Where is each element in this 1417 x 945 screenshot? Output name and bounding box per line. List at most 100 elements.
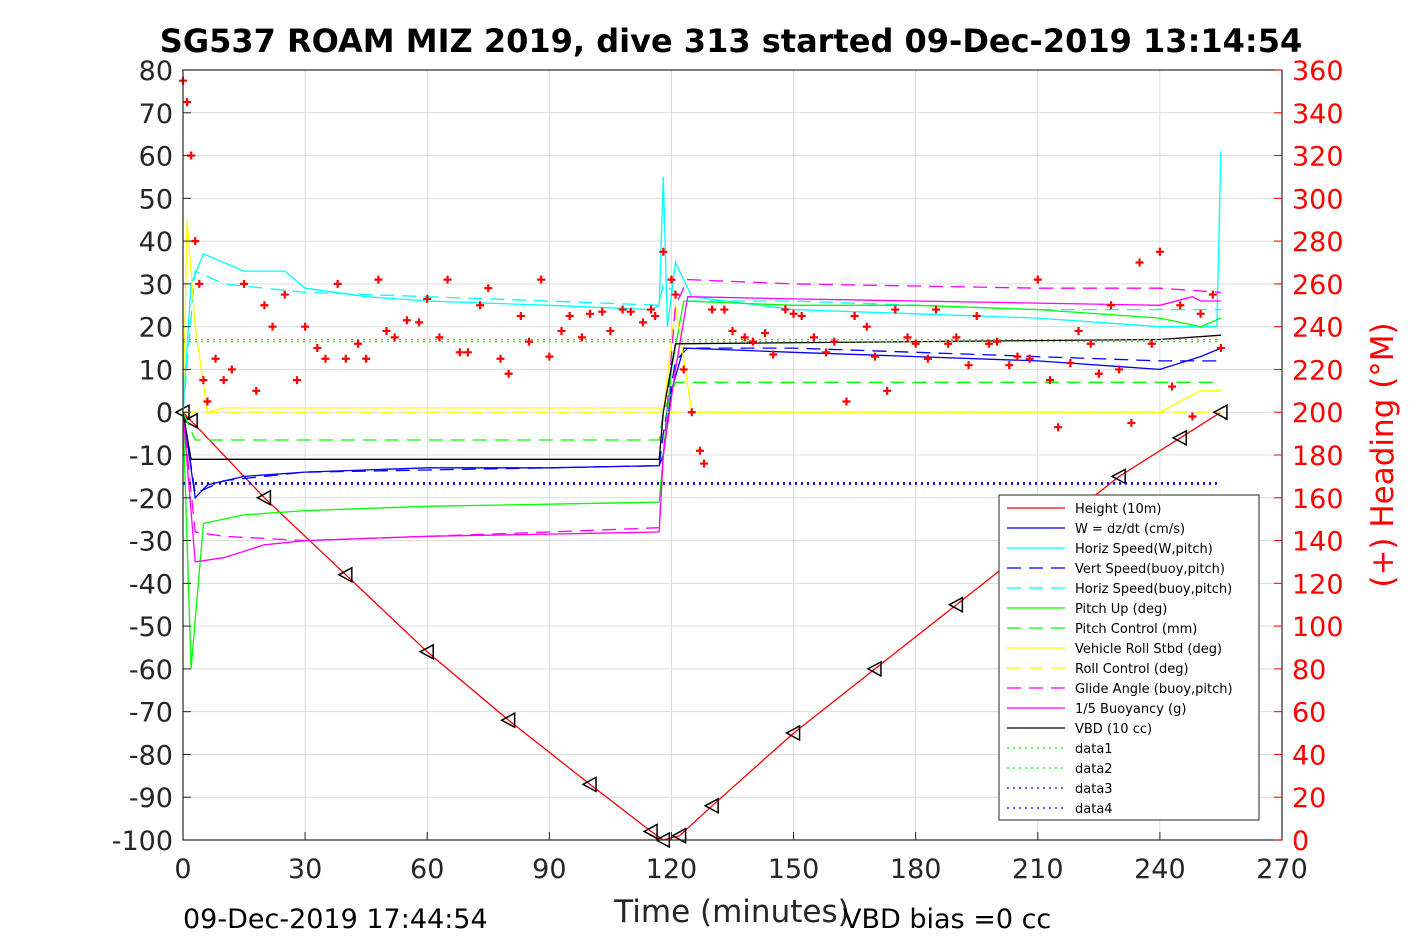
legend-label: Pitch Control (mm) — [1075, 622, 1197, 637]
footer-vbd-bias: VBD bias =0 cc — [843, 904, 1051, 935]
legend-box — [998, 494, 1260, 821]
x-tick-label: 60 — [410, 854, 444, 885]
height-marker — [1171, 429, 1187, 447]
heading-point — [1188, 412, 1197, 421]
heading-point — [1054, 423, 1063, 432]
heading-point — [822, 348, 831, 357]
legend-label: VBD (10 cc) — [1075, 722, 1152, 737]
heading-point — [618, 305, 627, 314]
heading-point — [740, 333, 749, 342]
right-tick-label: 320 — [1292, 142, 1344, 173]
series-heading — [179, 76, 1225, 468]
heading-point — [781, 305, 790, 314]
heading-point — [476, 301, 485, 310]
heading-point — [850, 311, 859, 320]
legend-label: W = dz/dt (cm/s) — [1075, 522, 1185, 537]
series-line-vert-speed-buoy-pitch — [182, 347, 1221, 495]
right-tick-label: 100 — [1292, 612, 1344, 643]
right-tick-label: 260 — [1292, 270, 1344, 301]
x-tick-label: 210 — [1012, 854, 1064, 885]
heading-point — [984, 339, 993, 348]
heading-point — [809, 333, 818, 342]
legend-label: data1 — [1075, 742, 1113, 757]
right-tick-label: 300 — [1292, 184, 1344, 215]
right-axis-label: (+) Heading (°M) — [1365, 322, 1401, 587]
heading-point — [260, 301, 269, 310]
height-marker — [1110, 468, 1126, 485]
x-tick-label: 90 — [532, 854, 566, 885]
heading-point — [516, 311, 525, 320]
heading-point — [455, 348, 464, 357]
legend-label: data4 — [1075, 802, 1113, 817]
heading-point — [402, 316, 411, 325]
heading-point — [789, 309, 798, 318]
heading-point — [923, 354, 932, 363]
legend: Height (10m) W = dz/dt (cm/s) Horiz Speed(… — [998, 494, 1260, 821]
heading-point — [1127, 418, 1136, 427]
heading-point — [191, 237, 200, 246]
heading-point — [944, 339, 953, 348]
left-tick-label: -20 — [129, 484, 173, 515]
height-marker — [581, 776, 597, 793]
heading-point — [1107, 301, 1116, 310]
heading-point — [1168, 382, 1177, 391]
right-axis: 3603403203002802602402202001801601401201… — [1274, 56, 1344, 857]
heading-point — [606, 326, 615, 335]
heading-point — [647, 305, 656, 314]
right-tick-label: 280 — [1292, 227, 1344, 258]
heading-point — [227, 365, 236, 374]
heading-point — [1147, 339, 1156, 348]
height-marker — [337, 566, 353, 584]
left-tick-label: -50 — [129, 612, 173, 643]
legend-label: Horiz Speed(W,pitch) — [1075, 542, 1213, 557]
heading-point — [183, 98, 192, 107]
heading-point — [891, 305, 900, 314]
heading-point — [211, 354, 220, 363]
heading-point — [964, 361, 973, 370]
series-line-pitch-control-mm — [182, 381, 1221, 441]
left-tick-label: -30 — [129, 527, 173, 558]
heading-point — [638, 318, 647, 327]
left-axis: 80 70 60 50 40 30 20 10 0 -10 -20 -30 -40 -50 -60 -70 -8… — [112, 56, 191, 857]
heading-point — [720, 305, 729, 314]
heading-point — [1155, 247, 1164, 256]
legend-label: Vert Speed(buoy,pitch) — [1075, 562, 1225, 577]
footer-timestamp: 09-Dec-2019 17:44:54 — [183, 904, 488, 935]
x-axis-label: Time (minutes) — [613, 894, 849, 930]
left-tick-label: 60 — [139, 142, 173, 173]
heading-point — [1135, 258, 1144, 267]
right-tick-label: 0 — [1292, 826, 1309, 857]
heading-point — [728, 326, 737, 335]
x-axis: 0 30 60 90 120 150 180 210 240 270 — [174, 832, 1308, 885]
left-tick-label: -10 — [129, 441, 173, 472]
left-tick-label: 50 — [139, 184, 173, 215]
heading-point — [1033, 275, 1042, 284]
heading-point — [374, 275, 383, 284]
heading-point — [390, 333, 399, 342]
heading-point — [577, 333, 586, 342]
legend-label: data2 — [1075, 762, 1113, 777]
heading-point — [700, 459, 709, 468]
heading-point — [695, 446, 704, 455]
heading-point — [903, 333, 912, 342]
heading-point — [993, 337, 1002, 346]
heading-point — [883, 386, 892, 395]
heading-point — [496, 354, 505, 363]
height-marker — [255, 489, 272, 507]
heading-point — [463, 348, 472, 357]
left-tick-label: -70 — [129, 698, 173, 729]
legend-label: Height (10m) — [1075, 502, 1161, 517]
left-tick-label: 80 — [139, 56, 173, 87]
right-tick-label: 360 — [1292, 56, 1344, 87]
heading-point — [598, 307, 607, 316]
heading-point — [219, 376, 228, 385]
left-tick-label: 30 — [139, 270, 173, 301]
legend-label: Vehicle Roll Stbd (deg) — [1075, 642, 1222, 657]
heading-point — [240, 279, 249, 288]
heading-point — [382, 326, 391, 335]
heading-point — [870, 352, 879, 361]
x-tick-label: 150 — [768, 854, 820, 885]
heading-point — [797, 311, 806, 320]
left-tick-label: 20 — [139, 313, 173, 344]
right-tick-label: 60 — [1292, 698, 1326, 729]
